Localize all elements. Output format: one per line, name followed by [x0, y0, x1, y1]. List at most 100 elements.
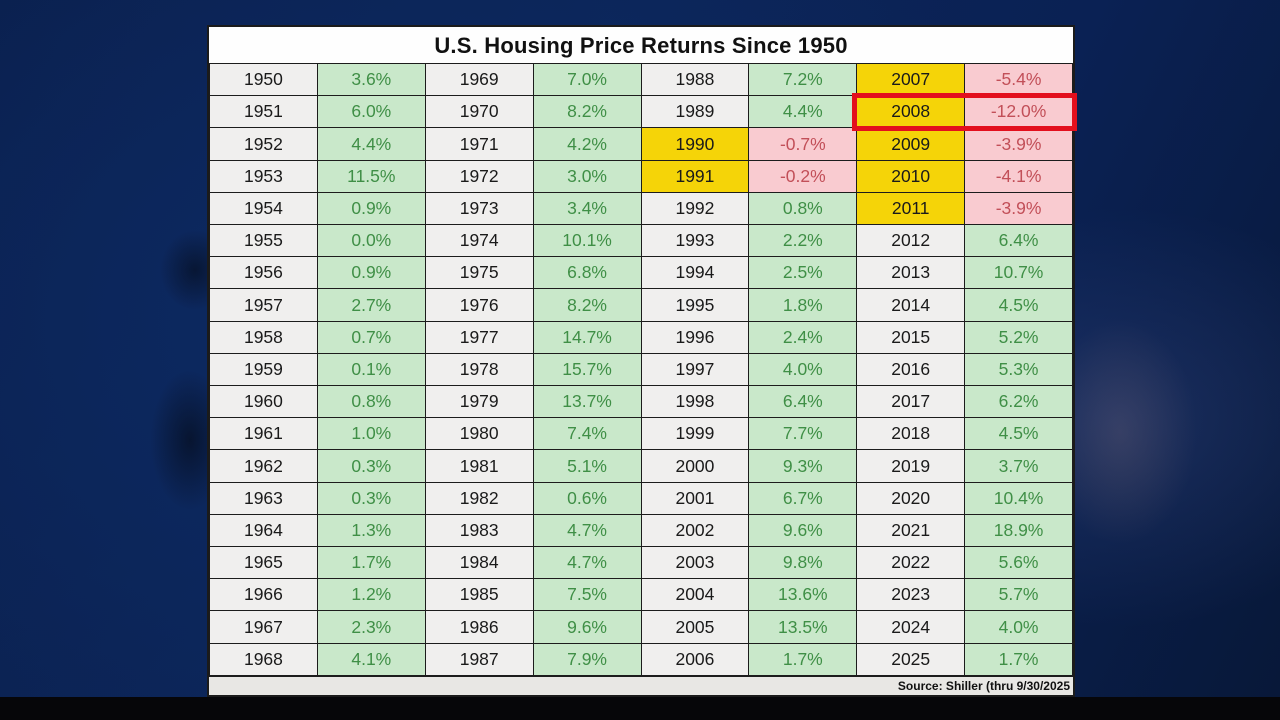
year-cell-2015: 2015: [856, 320, 966, 354]
return-cell-2000: 9.3%: [748, 449, 858, 483]
year-cell-1970: 1970: [424, 95, 534, 129]
year-cell-1982: 1982: [424, 481, 534, 515]
return-cell-1995: 1.8%: [748, 288, 858, 322]
return-cell-1994: 2.5%: [748, 256, 858, 290]
return-cell-2016: 5.3%: [964, 352, 1073, 387]
return-cell-1984: 4.7%: [532, 546, 642, 580]
year-cell-1977: 1977: [424, 320, 534, 354]
return-cell-1987: 7.9%: [532, 642, 642, 677]
year-cell-1957: 1957: [209, 288, 318, 322]
return-cell-2020: 10.4%: [964, 481, 1073, 515]
return-cell-1974: 10.1%: [532, 224, 642, 258]
year-cell-1950: 1950: [209, 62, 318, 97]
year-cell-1984: 1984: [424, 546, 534, 580]
year-cell-1989: 1989: [640, 95, 750, 129]
year-cell-1976: 1976: [424, 288, 534, 322]
year-cell-1978: 1978: [424, 352, 534, 387]
return-cell-1988: 7.2%: [748, 62, 858, 97]
return-cell-2017: 6.2%: [964, 385, 1073, 419]
return-cell-2021: 18.9%: [964, 513, 1073, 548]
table-body: 1950 3.6% 1969 7.0% 1988 7.2% 2007 -5.4% 1951 6.0…: [209, 62, 1073, 677]
year-cell-2007: 2007: [856, 62, 966, 97]
table-row: 1951 6.0% 1970 8.2% 1989 4.4% 2008 -12.0%: [209, 95, 1073, 129]
return-cell-2012: 6.4%: [964, 224, 1073, 258]
table-row: 1953 11.5% 1972 3.0% 1991 -0.2% 2010 -4.1%: [209, 159, 1073, 193]
return-cell-1970: 8.2%: [532, 95, 642, 129]
return-cell-1971: 4.2%: [532, 127, 642, 161]
table-row: 1957 2.7% 1976 8.2% 1995 1.8% 2014 4.5%: [209, 288, 1073, 322]
table-row: 1963 0.3% 1982 0.6% 2001 6.7% 2020 10.4%: [209, 481, 1073, 515]
table-row: 1968 4.1% 1987 7.9% 2006 1.7% 2025 1.7%: [209, 642, 1073, 677]
year-cell-2011: 2011: [856, 191, 966, 226]
year-cell-2022: 2022: [856, 546, 966, 580]
year-cell-2008: 2008: [856, 95, 966, 129]
return-cell-1981: 5.1%: [532, 449, 642, 483]
return-cell-2002: 9.6%: [748, 513, 858, 548]
year-cell-2013: 2013: [856, 256, 966, 290]
table-row: 1959 0.1% 1978 15.7% 1997 4.0% 2016 5.3%: [209, 352, 1073, 387]
year-cell-2017: 2017: [856, 385, 966, 419]
year-cell-1979: 1979: [424, 385, 534, 419]
year-cell-1981: 1981: [424, 449, 534, 483]
year-cell-1997: 1997: [640, 352, 750, 387]
return-cell-2015: 5.2%: [964, 320, 1073, 354]
return-cell-1969: 7.0%: [532, 62, 642, 97]
year-cell-1986: 1986: [424, 610, 534, 644]
return-cell-1957: 2.7%: [316, 288, 426, 322]
return-cell-1977: 14.7%: [532, 320, 642, 354]
year-cell-1987: 1987: [424, 642, 534, 677]
year-cell-2019: 2019: [856, 449, 966, 483]
letterbox-bottom-bar: [0, 697, 1280, 720]
return-cell-1991: -0.2%: [748, 159, 858, 193]
year-cell-1971: 1971: [424, 127, 534, 161]
year-cell-1961: 1961: [209, 417, 318, 451]
year-cell-2003: 2003: [640, 546, 750, 580]
year-cell-1998: 1998: [640, 385, 750, 419]
year-cell-2025: 2025: [856, 642, 966, 677]
return-cell-2013: 10.7%: [964, 256, 1073, 290]
return-cell-2007: -5.4%: [964, 62, 1073, 97]
year-cell-1952: 1952: [209, 127, 318, 161]
return-cell-1982: 0.6%: [532, 481, 642, 515]
return-cell-1960: 0.8%: [316, 385, 426, 419]
source-note: Source: Shiller (thru 9/30/2025: [209, 676, 1073, 695]
year-cell-2016: 2016: [856, 352, 966, 387]
table-row: 1956 0.9% 1975 6.8% 1994 2.5% 2013 10.7%: [209, 256, 1073, 290]
table-row: 1965 1.7% 1984 4.7% 2003 9.8% 2022 5.6%: [209, 546, 1073, 580]
table-row: 1950 3.6% 1969 7.0% 1988 7.2% 2007 -5.4%: [209, 62, 1073, 97]
year-cell-1963: 1963: [209, 481, 318, 515]
year-cell-2023: 2023: [856, 578, 966, 612]
return-cell-1999: 7.7%: [748, 417, 858, 451]
return-cell-1975: 6.8%: [532, 256, 642, 290]
return-cell-2010: -4.1%: [964, 159, 1073, 193]
housing-returns-table-card: U.S. Housing Price Returns Since 1950 19…: [207, 25, 1077, 697]
return-cell-1958: 0.7%: [316, 320, 426, 354]
year-cell-1975: 1975: [424, 256, 534, 290]
year-cell-1990: 1990: [640, 127, 750, 161]
return-cell-2004: 13.6%: [748, 578, 858, 612]
return-cell-1996: 2.4%: [748, 320, 858, 354]
year-cell-1953: 1953: [209, 159, 318, 193]
return-cell-1965: 1.7%: [316, 546, 426, 580]
year-cell-2004: 2004: [640, 578, 750, 612]
return-cell-2024: 4.0%: [964, 610, 1073, 644]
year-cell-1955: 1955: [209, 224, 318, 258]
year-cell-2001: 2001: [640, 481, 750, 515]
year-cell-1996: 1996: [640, 320, 750, 354]
return-cell-2019: 3.7%: [964, 449, 1073, 483]
return-cell-1978: 15.7%: [532, 352, 642, 387]
return-cell-1997: 4.0%: [748, 352, 858, 387]
return-cell-2008: -12.0%: [964, 95, 1073, 129]
table-row: 1967 2.3% 1986 9.6% 2005 13.5% 2024 4.0%: [209, 610, 1073, 644]
table-row: 1960 0.8% 1979 13.7% 1998 6.4% 2017 6.2%: [209, 385, 1073, 419]
table-title: U.S. Housing Price Returns Since 1950: [209, 27, 1073, 63]
return-cell-1951: 6.0%: [316, 95, 426, 129]
return-cell-2018: 4.5%: [964, 417, 1073, 451]
year-cell-1994: 1994: [640, 256, 750, 290]
year-cell-1966: 1966: [209, 578, 318, 612]
return-cell-2006: 1.7%: [748, 642, 858, 677]
year-cell-2018: 2018: [856, 417, 966, 451]
return-cell-1963: 0.3%: [316, 481, 426, 515]
return-cell-1962: 0.3%: [316, 449, 426, 483]
year-cell-2020: 2020: [856, 481, 966, 515]
